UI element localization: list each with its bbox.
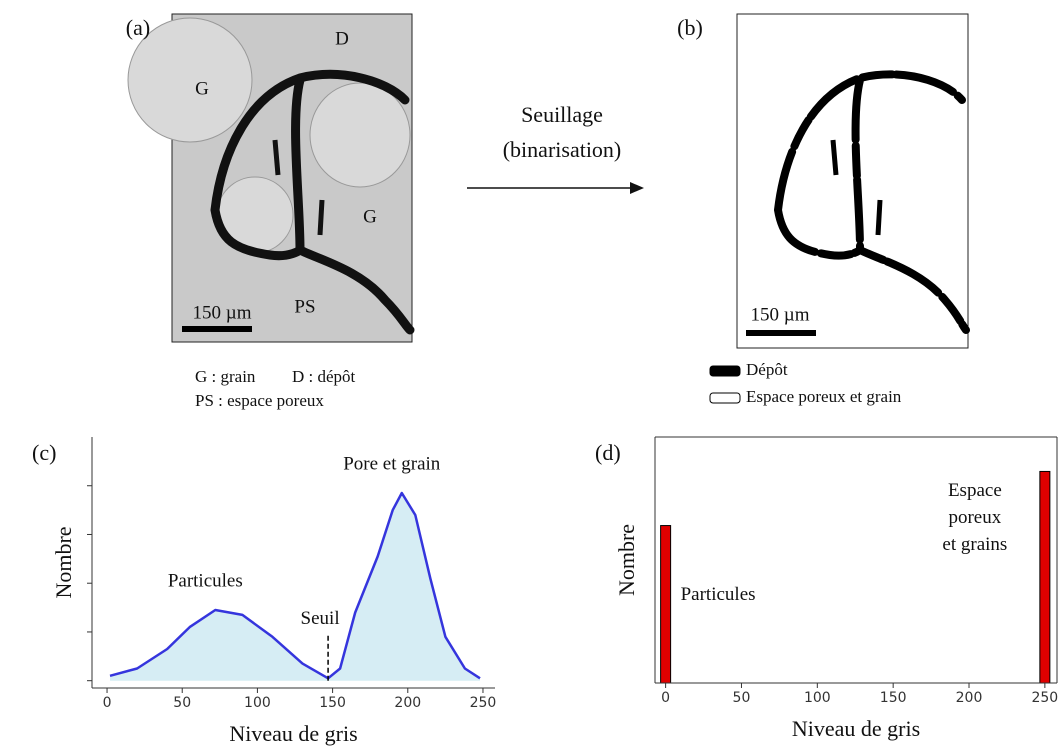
legend-swatch — [709, 365, 741, 377]
annotation: Particules — [168, 570, 243, 591]
annotation: et grains — [942, 534, 1007, 555]
scale-label: 150 µm — [751, 304, 810, 325]
x-tick-label: 0 — [661, 690, 670, 706]
y-axis-label: Nombre — [51, 526, 76, 598]
scale-label: 150 µm — [193, 302, 252, 323]
area-fill — [110, 493, 480, 681]
x-axis-label: Niveau de gris — [229, 721, 357, 746]
bar — [1039, 470, 1051, 684]
panel-label: (b) — [677, 15, 703, 40]
image-label: PS — [294, 296, 315, 317]
line — [109, 491, 481, 680]
image-label: D — [335, 28, 349, 49]
scale-bar — [746, 330, 816, 336]
panel-label: (a) — [126, 15, 150, 40]
x-tick-label: 200 — [956, 690, 983, 706]
x-tick-label: 100 — [804, 690, 831, 706]
caption: PS : espace poreux — [195, 391, 324, 410]
arrow-head — [630, 182, 644, 194]
x-tick-label: 100 — [244, 695, 271, 711]
binary-image — [736, 13, 970, 349]
image-label: G — [363, 206, 377, 227]
annotation: Pore et grain — [343, 453, 441, 474]
panel-label: (d) — [595, 440, 621, 465]
arrow-label: (binarisation) — [503, 137, 622, 162]
x-tick-label: 0 — [103, 695, 112, 711]
y-axis-label: Nombre — [614, 524, 639, 596]
arrow-label: Seuillage — [521, 102, 603, 127]
x-tick-label: 150 — [319, 695, 346, 711]
micrograph — [127, 13, 415, 343]
annotation: Particules — [681, 584, 756, 605]
legend-swatch — [709, 392, 741, 404]
x-tick-label: 150 — [880, 690, 907, 706]
caption: G : grain — [195, 367, 256, 386]
annotation: Espace — [948, 480, 1002, 501]
x-tick-label: 250 — [1031, 690, 1058, 706]
legend-label: Espace poreux et grain — [746, 387, 902, 406]
threshold-label: Seuil — [301, 608, 340, 629]
caption: D : dépôt — [292, 367, 356, 386]
annotation: poreux — [948, 507, 1001, 528]
scale-bar — [182, 326, 252, 332]
x-tick-label: 250 — [470, 695, 497, 711]
bar — [660, 525, 672, 684]
x-tick-label: 50 — [173, 695, 191, 711]
image-label: G — [195, 78, 209, 99]
panel-label: (c) — [32, 440, 56, 465]
x-tick-label: 200 — [394, 695, 421, 711]
legend-label: Dépôt — [746, 360, 788, 379]
x-axis-label: Niveau de gris — [792, 716, 920, 741]
x-tick-label: 50 — [733, 690, 751, 706]
